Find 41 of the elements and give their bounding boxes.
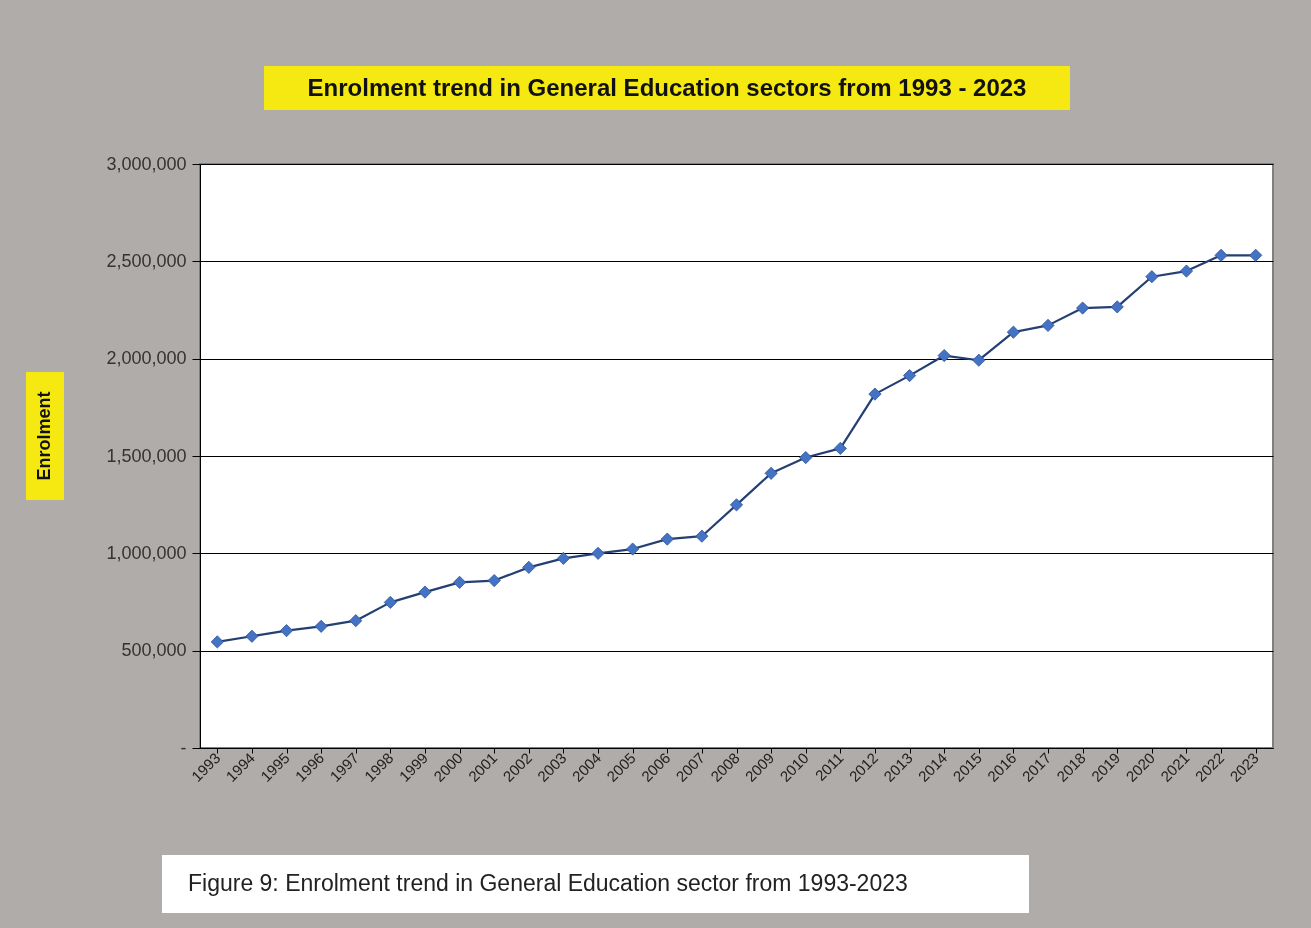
point <box>522 560 536 574</box>
point <box>418 585 432 599</box>
point <box>280 624 294 638</box>
y-tick-label: 1,000,000 <box>106 542 187 563</box>
point <box>903 369 917 383</box>
point <box>1179 264 1193 278</box>
point <box>487 574 501 588</box>
point <box>1006 325 1020 339</box>
point <box>1041 318 1055 332</box>
point <box>660 532 674 546</box>
y-tick-label: 2,500,000 <box>106 250 187 271</box>
point <box>210 635 224 649</box>
point <box>695 529 709 543</box>
point <box>972 353 986 367</box>
point <box>833 441 847 455</box>
chart-title: Enrolment trend in General Education sectors from 1993 - 2023 <box>307 74 1027 101</box>
point <box>1076 301 1090 315</box>
point <box>1145 270 1159 284</box>
y-tick-label: 3,000,000 <box>106 153 187 174</box>
y-axis-title: Enrolment <box>34 391 54 481</box>
y-tick-label: 1,500,000 <box>106 445 187 466</box>
point <box>626 542 640 556</box>
y-tick-label: - <box>180 737 187 758</box>
point <box>349 614 363 628</box>
point <box>937 349 951 363</box>
caption: Figure 9: Enrolment trend in General Education sector from 1993-2023 <box>188 870 908 896</box>
point <box>1214 248 1228 262</box>
point <box>1249 248 1263 262</box>
point <box>383 595 397 609</box>
point <box>799 451 813 465</box>
point <box>245 629 259 643</box>
point <box>453 575 467 589</box>
point <box>556 551 570 565</box>
point <box>729 498 744 512</box>
point <box>314 619 328 633</box>
y-tick-label: 500,000 <box>121 640 187 661</box>
point <box>764 466 778 480</box>
point <box>1110 300 1124 314</box>
point <box>868 387 882 401</box>
y-tick-label: 2,000,000 <box>106 348 187 369</box>
point <box>591 546 605 560</box>
